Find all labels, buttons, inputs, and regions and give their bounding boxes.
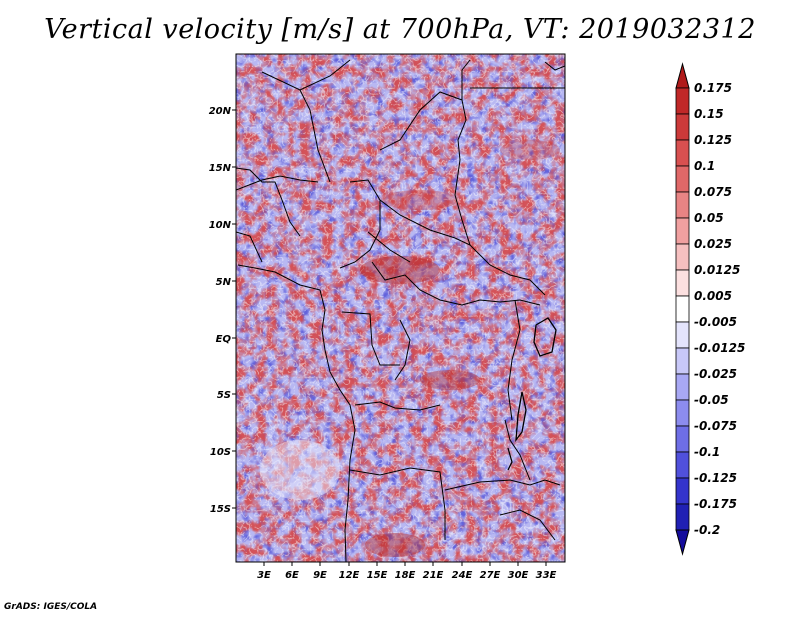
lon-label: 21E (423, 570, 444, 581)
map-frame (235, 53, 566, 563)
lon-label: 24E (452, 570, 473, 581)
colorbar-label: -0.025 (694, 367, 737, 381)
software-credit: GrADS: IGES/COLA (4, 602, 98, 612)
colorbar-label: 0.1 (694, 159, 715, 173)
lat-axis (232, 109, 236, 509)
chart-title: Vertical velocity [m/s] at 700hPa, VT: 2… (44, 14, 756, 45)
colorbar-label: -0.1 (694, 445, 720, 459)
colorbar-swatch (675, 477, 690, 505)
lat-label: 15N (209, 163, 232, 174)
lon-label: 27E (480, 570, 501, 581)
lon-axis (263, 562, 547, 566)
colorbar-swatch (675, 503, 690, 531)
lon-label: 12E (339, 570, 360, 581)
lon-label: 30E (508, 570, 529, 581)
lat-label: 10S (210, 447, 231, 458)
colorbar-swatch (675, 425, 690, 453)
lon-label: 33E (536, 570, 557, 581)
colorbar-swatch (675, 113, 690, 141)
colorbar-label: -0.125 (694, 471, 737, 485)
colorbar-label: 0.125 (694, 133, 732, 147)
colorbar-label: 0.175 (694, 81, 732, 95)
colorbar-swatch (675, 165, 690, 193)
lat-label: 5S (217, 390, 231, 401)
lon-label: 9E (313, 570, 327, 581)
colorbar-swatch (675, 373, 690, 401)
lat-label: 20N (209, 106, 232, 117)
colorbar-label: 0.005 (694, 289, 732, 303)
colorbar-swatch (675, 217, 690, 245)
colorbar-swatch (675, 191, 690, 219)
lon-label: 15E (367, 570, 388, 581)
colorbar-swatch (675, 139, 690, 167)
colorbar-top-arrow (675, 62, 690, 89)
lat-label: 5N (216, 277, 232, 288)
colorbar-label: -0.05 (694, 393, 729, 407)
colorbar-label: 0.05 (694, 211, 724, 225)
colorbar-label: -0.2 (694, 523, 720, 537)
colorbar-swatch (675, 347, 690, 375)
colorbar-swatch (675, 87, 690, 115)
lon-label: 6E (285, 570, 299, 581)
colorbar-label: -0.0125 (694, 341, 745, 355)
velocity-field (236, 54, 565, 562)
lat-label: EQ (216, 334, 232, 345)
colorbar-label: -0.075 (694, 419, 737, 433)
colorbar-swatch (675, 243, 690, 271)
colorbar-label: 0.0125 (694, 263, 740, 277)
colorbar-swatch (675, 269, 690, 297)
colorbar-labels: 0.175 0.15 0.125 0.1 0.075 0.05 0.025 0.0125 0.0… (694, 81, 745, 537)
colorbar-label: -0.005 (694, 315, 737, 329)
colorbar-label: -0.175 (694, 497, 737, 511)
lat-label: 10N (209, 220, 232, 231)
colorbar-label: 0.15 (694, 107, 724, 121)
country-borders (236, 59, 565, 562)
lat-label: 15S (210, 504, 231, 515)
colorbar-swatch (675, 451, 690, 479)
lon-label: 3E (257, 570, 271, 581)
colorbar-swatch (675, 321, 690, 349)
colorbar-label: 0.075 (694, 185, 732, 199)
colorbar-swatch (675, 399, 690, 427)
colorbar-swatch (675, 295, 690, 323)
colorbar-label: 0.025 (694, 237, 732, 251)
lakes (507, 317, 557, 471)
lon-label: 18E (395, 570, 416, 581)
colorbar-bottom-arrow (675, 529, 690, 556)
colorbar (675, 62, 690, 556)
